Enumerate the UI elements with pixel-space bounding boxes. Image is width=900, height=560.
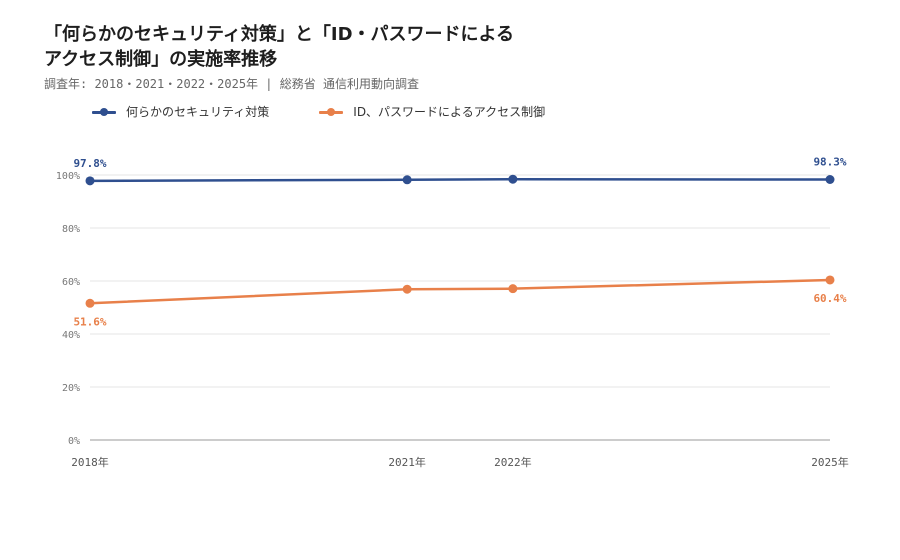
data-label-0-2025: 98.3% bbox=[813, 156, 846, 169]
y-tick-label-20: 20% bbox=[62, 383, 80, 394]
legend-label-security: 何らかのセキュリティ対策 bbox=[126, 105, 270, 119]
chart-title: 「何らかのセキュリティ対策」と「ID・パスワードによる アクセス制御」の実施率推… bbox=[44, 22, 804, 72]
data-point-0-2025 bbox=[825, 175, 835, 185]
legend-swatch-security bbox=[92, 106, 116, 118]
y-tick-label-60: 60% bbox=[62, 277, 80, 288]
chart-title-line-1: 「何らかのセキュリティ対策」と「ID・パスワードによる bbox=[44, 24, 515, 45]
legend-item-security: 何らかのセキュリティ対策 bbox=[92, 103, 269, 120]
series-line-0 bbox=[88, 177, 832, 183]
y-tick-label-100: 100% bbox=[56, 171, 80, 182]
legend-item-access: ID、パスワードによるアクセス制御 bbox=[319, 103, 545, 120]
data-point-1-2022 bbox=[508, 284, 518, 294]
x-tick-label-2022: 2022年 bbox=[494, 455, 532, 469]
legend-label-access: ID、パスワードによるアクセス制御 bbox=[353, 105, 546, 119]
x-tick-label-2018: 2018年 bbox=[71, 455, 109, 469]
data-point-1-2021 bbox=[402, 284, 412, 294]
y-tick-label-40: 40% bbox=[62, 330, 80, 341]
data-point-1-2018 bbox=[85, 298, 95, 308]
y-tick-label-80: 80% bbox=[62, 224, 80, 235]
data-point-0-2022 bbox=[508, 174, 518, 184]
data-label-1-2018: 51.6% bbox=[73, 315, 106, 328]
x-tick-label-2025: 2025年 bbox=[811, 455, 849, 469]
data-point-0-2021 bbox=[402, 175, 412, 185]
chart-title-line-2: アクセス制御」の実施率推移 bbox=[44, 49, 278, 70]
y-tick-label-0: 0% bbox=[68, 436, 80, 447]
legend-swatch-access bbox=[319, 106, 344, 118]
x-tick-label-2021: 2021年 bbox=[388, 455, 426, 469]
data-point-1-2025 bbox=[825, 275, 835, 285]
series-line-1 bbox=[88, 278, 832, 305]
chart-legend: 何らかのセキュリティ対策 ID、パスワードによるアクセス制御 bbox=[92, 103, 595, 120]
data-point-0-2018 bbox=[85, 176, 95, 186]
data-label-0-2018: 97.8% bbox=[73, 157, 106, 170]
chart-subtitle: 調査年: 2018・2021・2022・2025年 | 総務省 通信利用動向調査 bbox=[44, 77, 419, 91]
data-label-1-2025: 60.4% bbox=[813, 292, 846, 305]
